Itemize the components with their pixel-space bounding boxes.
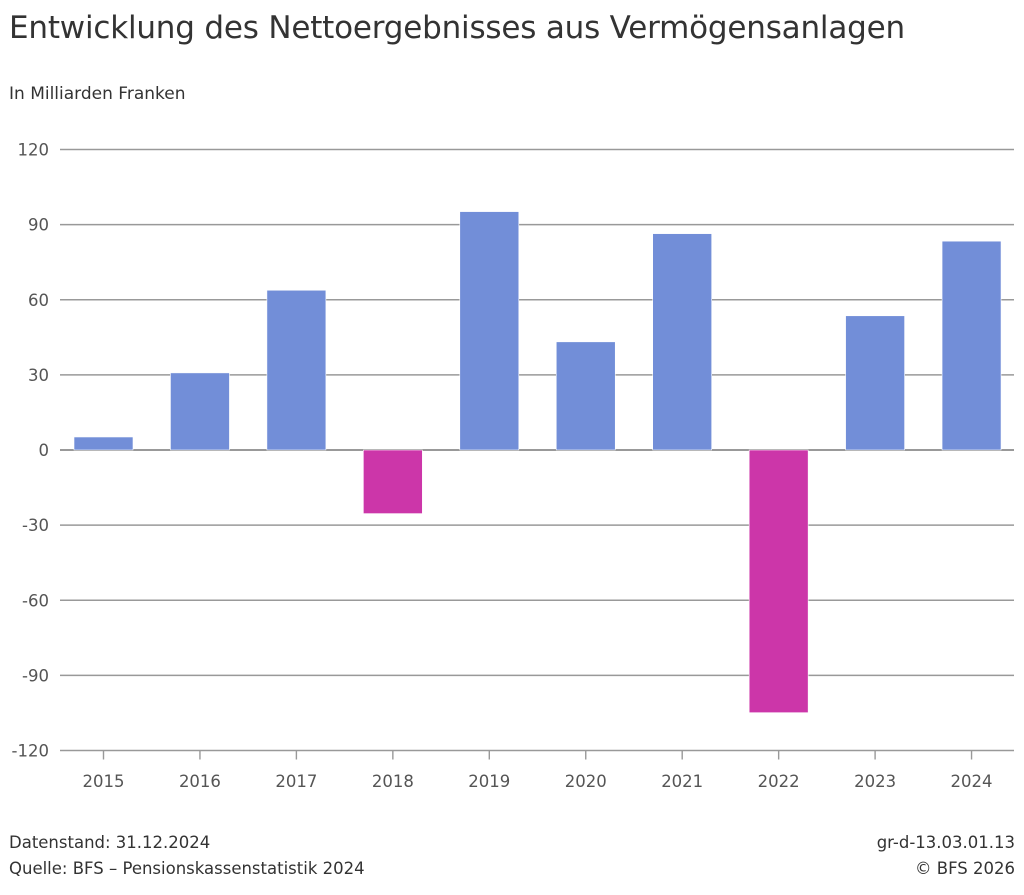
footer-source: Quelle: BFS – Pensionskassenstatistik 20… [9,859,365,878]
bar-2018 [363,449,423,514]
x-tick-label: 2023 [854,772,896,791]
bar-2015 [73,436,134,451]
y-tick-label: -60 [22,591,49,610]
y-tick-label: 30 [28,366,49,385]
footer-datenstand: Datenstand: 31.12.2024 [9,833,211,852]
chart-title: Entwicklung des Nettoergebnisses aus Ver… [9,10,905,46]
y-tick-label: 90 [28,216,49,235]
bar-2021 [652,233,713,451]
x-tick-label: 2015 [83,772,125,791]
y-tick-label: 60 [28,291,49,310]
x-tick-label: 2018 [372,772,414,791]
x-tick-label: 2020 [565,772,607,791]
x-tick-label: 2019 [468,772,510,791]
bar-2020 [555,341,616,451]
bar-2017 [266,289,327,451]
x-tick-label: 2024 [951,772,993,791]
bar-2024 [941,240,1002,451]
x-tick-label: 2017 [275,772,317,791]
y-tick-label: -30 [22,516,49,535]
bar-2016 [170,372,230,451]
bar-2022 [748,449,809,713]
chart-subtitle: In Milliarden Franken [9,84,186,104]
footer-chart-code: gr-d-13.03.01.13 [876,833,1015,852]
x-tick-label: 2022 [758,772,800,791]
footer-copyright: © BFS 2026 [915,859,1015,878]
y-tick-label: 0 [39,441,50,460]
x-tick-label: 2021 [661,772,703,791]
y-tick-label: 120 [18,141,50,160]
x-tick-label: 2016 [179,772,221,791]
bar-2023 [845,315,905,451]
y-tick-label: -120 [12,742,49,761]
bar-2019 [459,211,520,451]
y-tick-label: -90 [22,666,49,685]
